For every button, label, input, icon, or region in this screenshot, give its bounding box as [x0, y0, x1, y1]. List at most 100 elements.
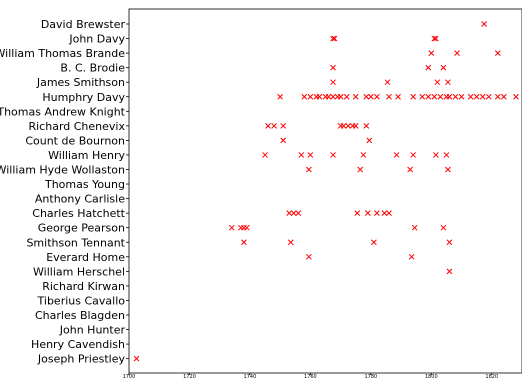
y-tick-label: Thomas Young: [44, 178, 125, 191]
y-tick-label: Humphry Davy: [42, 91, 125, 104]
x-tick-label: 1780: [364, 374, 377, 379]
y-tick-label: William Thomas Brande: [0, 47, 125, 60]
y-tick-label: Tiberius Cavallo: [37, 294, 126, 307]
y-tick-label: John Hunter: [59, 324, 126, 337]
data-point-marker: [265, 122, 271, 129]
data-point-marker: [271, 122, 277, 129]
data-point-marker: [228, 224, 235, 231]
data-point-marker: [330, 79, 336, 86]
data-point-marker: [343, 93, 350, 100]
data-point-marker: [277, 93, 284, 100]
y-tick-label: Joseph Priestley: [37, 353, 126, 366]
data-point-marker: [432, 35, 439, 42]
x-tick-label: 1820: [485, 374, 498, 379]
x-tick-label: 1720: [183, 374, 196, 379]
x-tick-label: 1800: [425, 374, 438, 379]
data-point-marker: [425, 93, 432, 100]
data-point-marker: [306, 166, 312, 173]
data-point-marker: [440, 64, 447, 71]
data-point-marker: [366, 137, 373, 144]
y-tick-label: George Pearson: [38, 222, 125, 235]
data-point-marker: [407, 166, 413, 173]
data-point-marker: [331, 35, 338, 42]
data-point-marker: [307, 152, 314, 158]
data-point-marker: [425, 64, 432, 71]
y-tick-label: Smithson Tennant: [26, 236, 125, 249]
y-tick-label: John Davy: [68, 33, 125, 46]
data-point-marker: [467, 93, 474, 100]
y-tick-label: Richard Chenevix: [28, 120, 125, 133]
y-tick-label: William Henry: [48, 149, 125, 162]
x-tick-label: 1740: [244, 374, 257, 379]
y-tick-label: James Smithson: [36, 76, 125, 89]
data-point-marker: [386, 93, 392, 100]
data-points: [133, 21, 519, 362]
data-point-marker: [446, 93, 453, 100]
data-point-marker: [431, 35, 438, 42]
data-point-marker: [384, 79, 391, 86]
data-point-marker: [330, 64, 336, 71]
data-point-marker: [431, 93, 438, 100]
data-point-marker: [357, 166, 364, 173]
data-point-marker: [452, 93, 459, 100]
data-point-marker: [437, 93, 444, 100]
data-point-marker: [352, 122, 359, 129]
data-point-marker: [458, 93, 465, 100]
data-point-marker: [241, 239, 247, 246]
y-ticks: [126, 23, 129, 360]
data-point-marker: [330, 93, 336, 100]
data-point-marker: [485, 93, 492, 100]
data-point-marker: [363, 93, 370, 100]
x-tick-label: 1760: [304, 374, 317, 379]
data-point-marker: [445, 166, 451, 173]
data-point-marker: [411, 224, 418, 231]
data-point-marker: [513, 93, 519, 100]
data-point-marker: [446, 239, 453, 246]
y-tick-label: Charles Blagden: [35, 309, 125, 322]
data-point-marker: [295, 210, 302, 217]
data-point-marker: [340, 122, 347, 129]
data-point-marker: [393, 152, 400, 158]
data-point-marker: [410, 152, 417, 158]
data-point-marker: [440, 224, 447, 231]
y-tick-label: Anthony Carlisle: [35, 193, 125, 206]
data-point-marker: [481, 21, 488, 27]
data-point-marker: [301, 93, 308, 100]
data-point-marker: [364, 210, 371, 217]
data-point-marker: [494, 93, 501, 100]
data-point-marker: [306, 253, 312, 260]
data-point-marker: [316, 93, 323, 100]
data-point-marker: [360, 152, 367, 158]
data-point-marker: [330, 35, 336, 42]
data-point-marker: [287, 239, 294, 246]
data-point-marker: [454, 50, 460, 56]
data-point-marker: [280, 137, 287, 144]
data-point-marker: [371, 239, 377, 246]
y-tick-label: David Brewster: [41, 18, 126, 31]
data-point-marker: [410, 93, 417, 100]
data-point-marker: [432, 152, 439, 158]
data-point-marker: [367, 93, 374, 100]
data-point-marker: [479, 93, 486, 100]
data-point-marker: [345, 122, 352, 129]
y-tick-label: Thomas Andrew Knight: [0, 105, 126, 118]
data-point-marker: [133, 355, 140, 362]
data-point-marker: [330, 152, 336, 158]
y-tick-label: William Hyde Wollaston: [0, 164, 125, 177]
data-point-marker: [473, 93, 480, 100]
x-tick-label: 1700: [123, 374, 136, 379]
data-point-marker: [374, 210, 380, 217]
data-point-marker: [325, 93, 332, 100]
data-point-marker: [494, 50, 501, 56]
x-tick-labels: 1700 1720 1740 1760 1780 1800 1820: [123, 373, 498, 379]
data-point-marker: [262, 152, 268, 158]
data-point-marker: [244, 224, 250, 231]
y-tick-label: Everard Home: [46, 251, 125, 264]
y-tick-label: Richard Kirwan: [42, 280, 125, 293]
data-point-marker: [290, 210, 297, 217]
data-point-marker: [428, 50, 435, 56]
data-point-marker: [307, 93, 314, 100]
y-tick-label: B. C. Brodie: [60, 62, 125, 75]
